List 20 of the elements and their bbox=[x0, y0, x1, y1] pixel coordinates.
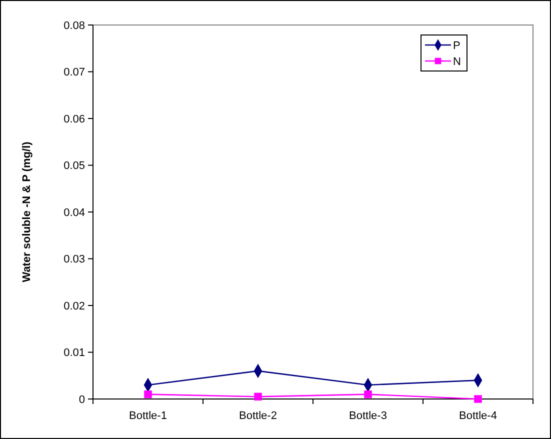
y-tick-label: 0.05 bbox=[64, 160, 85, 172]
y-tick-label: 0.01 bbox=[64, 347, 85, 360]
x-tick-label: Bottle-3 bbox=[349, 410, 387, 422]
y-axis-title: Water soluble -N & P (mg/l) bbox=[21, 141, 33, 282]
x-tick-label: Bottle-4 bbox=[459, 410, 497, 422]
legend-label: P bbox=[453, 40, 460, 52]
point bbox=[144, 390, 152, 398]
y-tick-label: 0.08 bbox=[64, 20, 85, 32]
x-tick-label: Bottle-2 bbox=[239, 410, 277, 422]
y-tick-label: 0.06 bbox=[64, 113, 85, 126]
point bbox=[474, 395, 482, 403]
y-tick-label: 0.02 bbox=[64, 300, 85, 312]
point bbox=[254, 392, 262, 401]
legend-label: N bbox=[453, 56, 461, 68]
y-tick-label: 0.07 bbox=[64, 66, 85, 79]
y-tick-label: 0.03 bbox=[64, 254, 85, 266]
y-tick-label: 0 bbox=[78, 394, 85, 406]
x-tick-label: Bottle-1 bbox=[129, 410, 167, 422]
point bbox=[364, 390, 372, 398]
y-tick-label: 0.04 bbox=[64, 206, 85, 219]
